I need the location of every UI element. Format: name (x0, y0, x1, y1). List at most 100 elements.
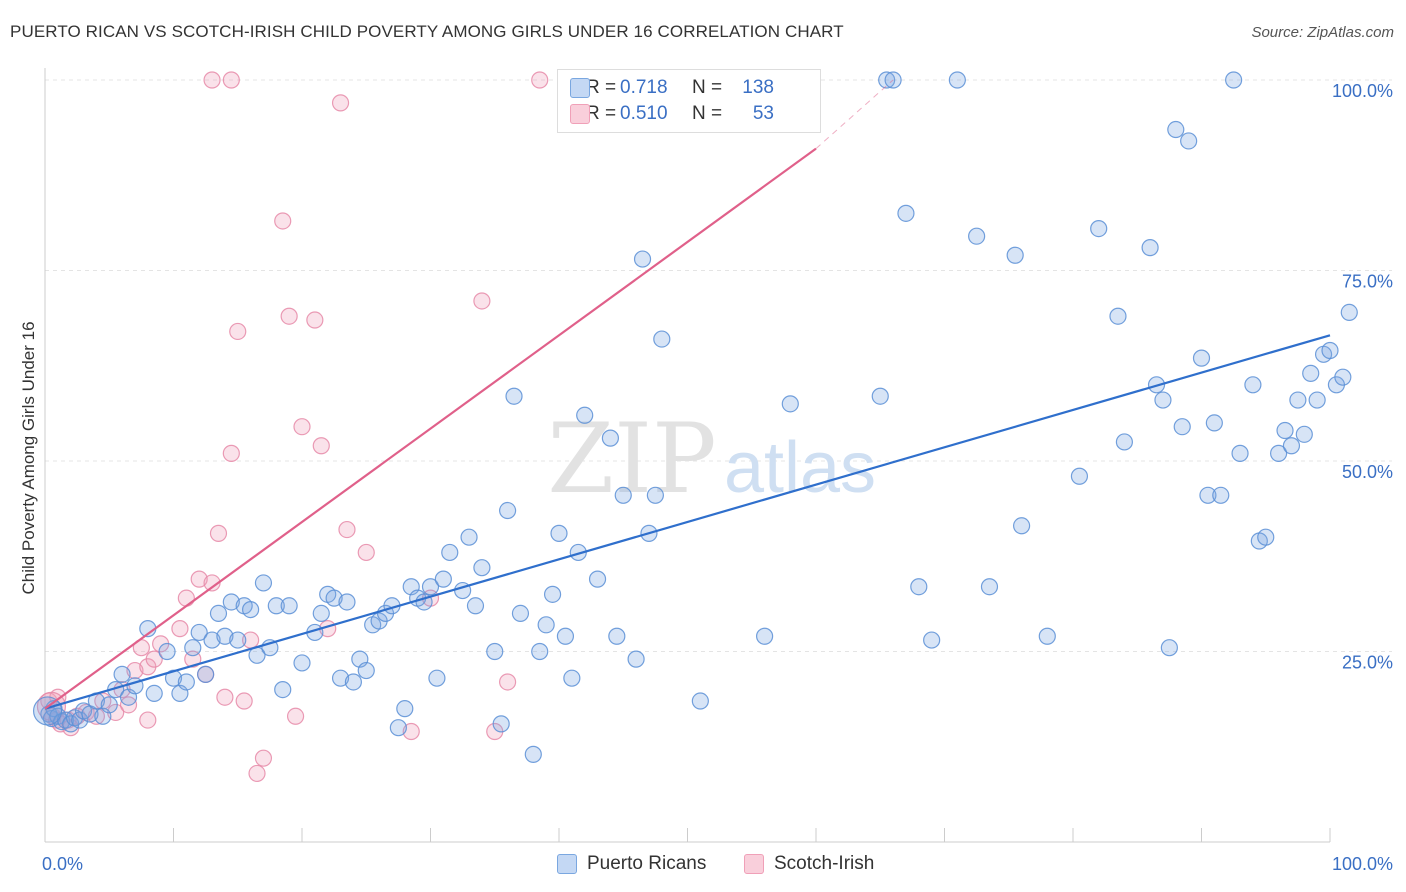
puerto-rican-point (486, 642, 504, 661)
scotch-irish-point (402, 722, 420, 741)
puerto-rican-point (216, 627, 234, 645)
puerto-rican-point (389, 719, 407, 737)
scotch-irish-point (293, 418, 311, 436)
watermark-atlas: atlas (724, 428, 876, 508)
scotch-irish-trend-extension (815, 79, 894, 149)
puerto-rican-point (781, 395, 799, 413)
scotch-irish-point (499, 673, 517, 691)
puerto-rican-point (460, 528, 478, 546)
chart-title: PUERTO RICAN VS SCOTCH-IRISH CHILD POVER… (10, 22, 844, 41)
stats-legend: R = 0.718 N = 138 R = 0.510 N = 53 (557, 69, 821, 133)
scotch-irish-point (280, 307, 298, 325)
puerto-rican-point (158, 642, 176, 661)
scotch-irish-point (209, 524, 228, 542)
puerto-rican-point (524, 745, 542, 763)
legend-r-value: 0.718 (620, 77, 668, 98)
legend-label: Scotch-Irish (774, 853, 875, 874)
scotch-irish-point (171, 620, 189, 638)
puerto-rican-point (601, 429, 620, 447)
grid-lines (45, 79, 1392, 652)
y-tick-label: 75.0% (1342, 272, 1393, 292)
puerto-rican-points (32, 71, 1358, 763)
scotch-irish-point (531, 71, 549, 89)
puerto-rican-point (968, 227, 986, 245)
puerto-rican-point (910, 578, 928, 596)
puerto-rican-point (499, 501, 517, 520)
scotch-irish-points (36, 71, 549, 783)
puerto-rican-point (428, 669, 446, 687)
puerto-rican-point (209, 604, 228, 623)
legend-r-label: R = (586, 77, 617, 98)
puerto-rican-point (1090, 219, 1108, 238)
puerto-rican-point (197, 665, 215, 683)
puerto-rican-point (614, 486, 632, 504)
puerto-rican-point (653, 330, 671, 348)
watermark-zip: ZIP (547, 403, 716, 515)
puerto-rican-point (878, 71, 896, 89)
puerto-rican-point (897, 204, 915, 222)
puerto-rican-point (473, 559, 491, 577)
puerto-rican-point (691, 692, 709, 710)
scotch-irish-point (306, 311, 324, 329)
puerto-rican-point (505, 387, 523, 405)
puerto-rican-point (1302, 364, 1320, 382)
legend-r-value: 0.510 (620, 103, 668, 124)
puerto-rican-point (1340, 303, 1358, 322)
puerto-rican-point (325, 589, 343, 607)
puerto-rican-point (537, 616, 555, 634)
puerto-rican-point (646, 486, 664, 504)
puerto-rican-point (113, 665, 131, 683)
scotch-irish-point (312, 437, 330, 455)
puerto-rican-point (1070, 467, 1089, 485)
scotch-irish-point (222, 444, 240, 462)
scotch-irish-point (203, 71, 221, 89)
puerto-rican-point (871, 387, 889, 405)
puerto-rican-point (1225, 71, 1243, 89)
legend-item-puerto-ricans[interactable]: Puerto Ricans (557, 851, 706, 877)
legend-item-scotch-irish[interactable]: Scotch-Irish (744, 851, 874, 877)
puerto-rican-point (293, 654, 311, 672)
scotch-irish-point (177, 589, 195, 607)
puerto-rican-point (357, 661, 375, 680)
puerto-rican-point (1154, 391, 1172, 409)
puerto-rican-point (441, 543, 459, 562)
puerto-rican-point (71, 711, 89, 729)
scotch-irish-point (139, 711, 157, 729)
legend-row-scotch-irish: R = 0.510 N = 53 (570, 101, 774, 127)
puerto-rican-point (492, 715, 510, 733)
legend-swatch-pink (570, 104, 590, 124)
puerto-rican-point (1141, 239, 1159, 257)
puerto-rican-point (1006, 246, 1024, 264)
puerto-rican-point (755, 627, 774, 645)
legend-swatch-pink (744, 854, 764, 874)
scotch-irish-point (286, 707, 305, 725)
scotch-irish-point (254, 749, 273, 767)
puerto-rican-point (1334, 368, 1352, 386)
puerto-rican-point (948, 71, 966, 89)
legend-swatch-blue (570, 78, 590, 98)
puerto-rican-point (1257, 528, 1275, 546)
puerto-rican-point (177, 673, 195, 691)
scotch-irish-point (216, 688, 234, 706)
puerto-rican-point (1212, 486, 1230, 504)
scotch-irish-point (338, 520, 356, 539)
legend-n-value: 138 (742, 77, 774, 98)
y-axis-label: Child Poverty Among Girls Under 16 (19, 321, 38, 594)
puerto-rican-point (1269, 444, 1288, 462)
puerto-rican-point (556, 627, 575, 645)
puerto-rican-point (1295, 425, 1313, 443)
legend-r-label: R = (586, 103, 617, 124)
scotch-irish-point (331, 94, 350, 112)
tick-labels: 25.0% 50.0% 75.0% 100.0% 0.0% 100.0% (42, 81, 1393, 874)
scotch-irish-point (473, 292, 491, 310)
puerto-rican-point (267, 597, 285, 615)
puerto-rican-point (280, 597, 298, 615)
puerto-rican-point (331, 669, 350, 687)
puerto-rican-point (1180, 132, 1198, 150)
puerto-rican-point (1012, 517, 1031, 535)
puerto-rican-point (633, 250, 652, 268)
puerto-rican-point (923, 631, 941, 649)
puerto-rican-point (1167, 120, 1185, 139)
puerto-rican-point (1321, 341, 1339, 360)
puerto-rican-point (1109, 307, 1127, 325)
